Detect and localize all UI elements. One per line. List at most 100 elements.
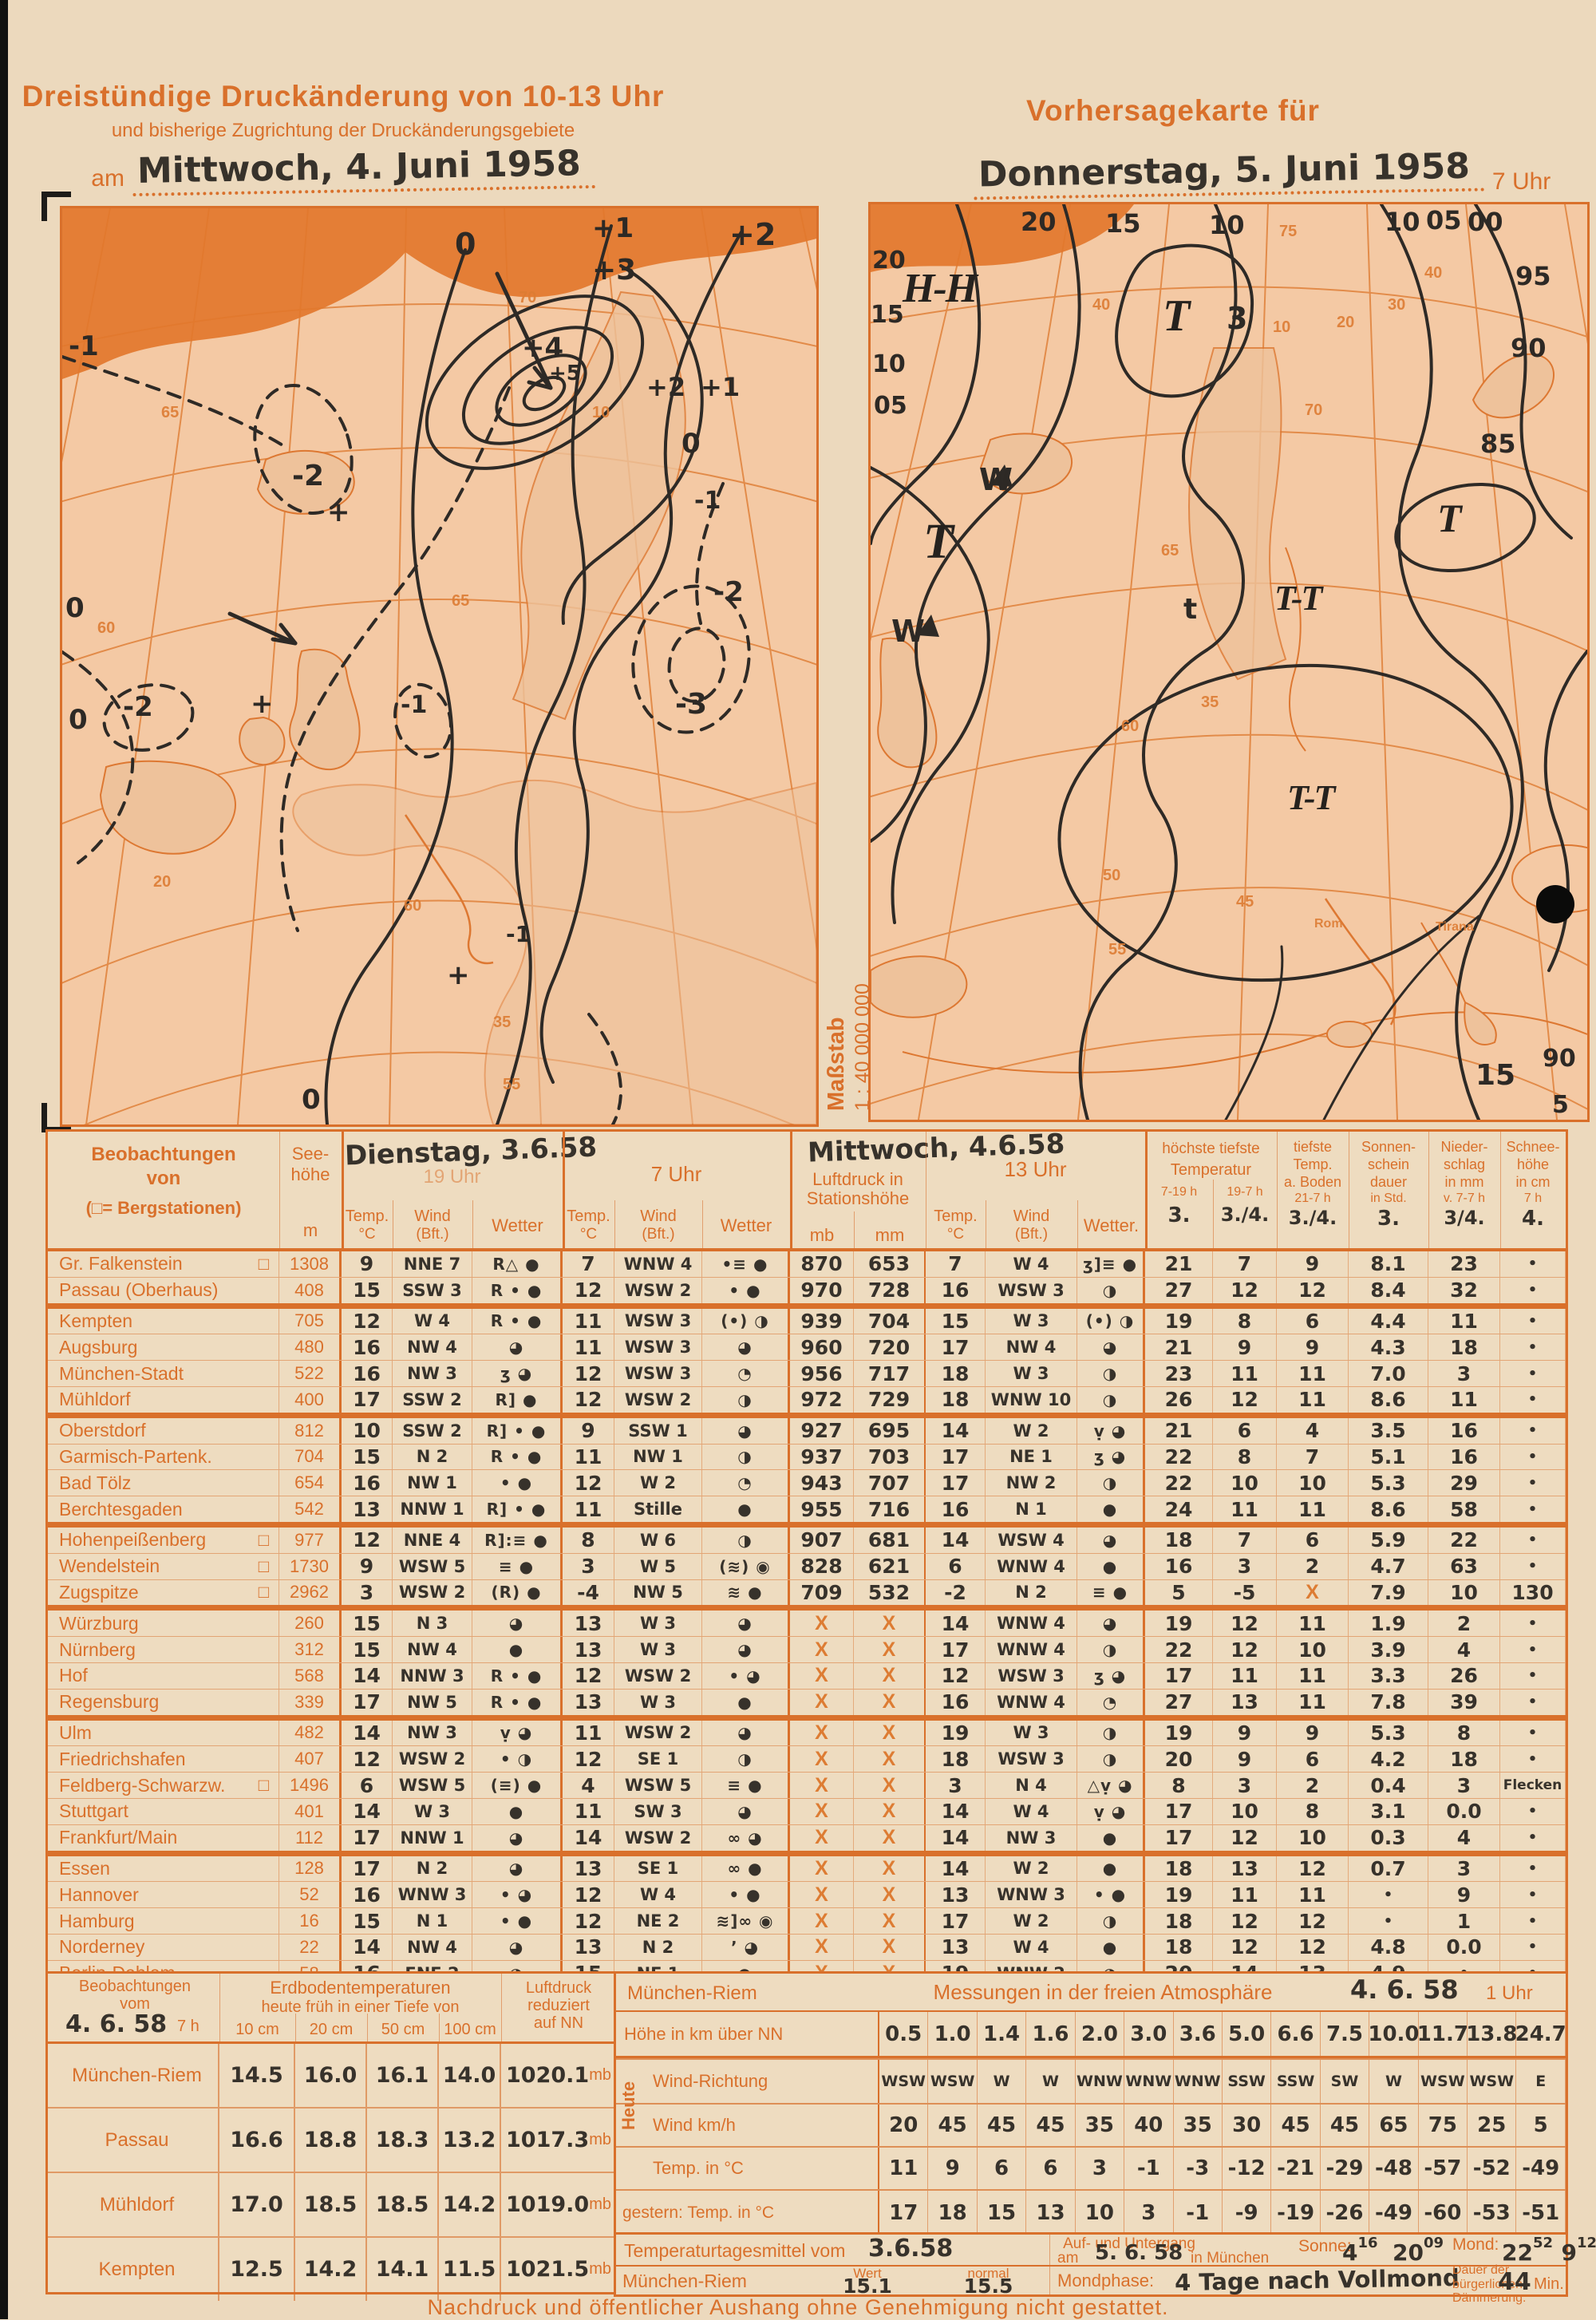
atm-value: W	[1026, 2060, 1076, 2103]
col-temp-extremes: Temperatur	[1170, 1161, 1252, 1179]
atm-value: 45	[1026, 2105, 1076, 2146]
data-cell: ◑	[1077, 1637, 1145, 1662]
data-cell: ●	[1077, 1824, 1145, 1851]
handwritten-date-left: Mittwoch, 4. Juni 1958	[132, 142, 596, 197]
data-cell: 960	[790, 1334, 854, 1361]
data-cell: NNE 4	[393, 1527, 472, 1553]
data-cell: -5	[1213, 1579, 1277, 1606]
data-cell: ṿ ◕	[1077, 1798, 1145, 1824]
station-label: Stuttgart	[59, 1800, 128, 1822]
station-name: Stuttgart	[48, 1798, 279, 1824]
data-cell: 27	[1145, 1689, 1213, 1715]
data-cell: 653	[854, 1251, 926, 1277]
data-cell: •	[1500, 1496, 1566, 1522]
data-cell: 4	[563, 1773, 614, 1798]
data-cell: •	[1500, 1637, 1566, 1662]
station-name: Hannover	[48, 1882, 279, 1908]
data-cell: 8.6	[1349, 1496, 1428, 1522]
station-name: Wendelstein □	[48, 1553, 279, 1579]
soil-pressure: 1019.0 mb	[501, 2173, 616, 2236]
soil-temp: 14.1	[367, 2238, 439, 2301]
data-cell: •	[1500, 1934, 1566, 1960]
atm-value: 45	[1271, 2105, 1321, 2146]
data-cell: WSW 5	[614, 1773, 702, 1798]
seehoehe-value: 482	[279, 1720, 342, 1746]
handwritten-date-right: Donnerstag, 5. Juni 1958	[973, 145, 1485, 200]
data-cell: 7	[926, 1251, 986, 1277]
data-cell: 0.0	[1428, 1798, 1500, 1824]
data-cell: 695	[854, 1417, 926, 1444]
observations-table-header: Beobachtungen von (□= Bergstationen) See…	[48, 1128, 1566, 1251]
data-cell: 4.8	[1349, 1934, 1428, 1960]
atm-value: -53	[1468, 2191, 1517, 2235]
map-label: 0	[681, 428, 701, 460]
soil-row: München-Riem 14.5 16.0 16.1 14.0 1020.1 mb	[48, 2044, 616, 2107]
data-cell: 12	[1213, 1386, 1277, 1413]
data-cell: •	[1500, 1553, 1566, 1579]
seehoehe-value: 339	[279, 1689, 342, 1715]
seehoehe-value: 812	[279, 1417, 342, 1444]
data-cell: X	[854, 1689, 926, 1715]
data-cell: X	[790, 1662, 854, 1689]
data-cell: 12	[1213, 1611, 1277, 1637]
station-label: Hohenpeißenberg	[59, 1529, 207, 1551]
data-cell: 17	[342, 1689, 393, 1715]
station-name: Ulm	[48, 1720, 279, 1746]
data-cell: 58	[1428, 1496, 1500, 1522]
data-cell: 15	[342, 1611, 393, 1637]
seehoehe-value: 522	[279, 1361, 342, 1386]
data-cell: 12	[342, 1308, 393, 1334]
station-name: Frankfurt/Main	[48, 1824, 279, 1851]
depth-col: 10 cm	[235, 2021, 279, 2038]
data-cell: ◑	[1077, 1470, 1145, 1496]
atm-value: 10.0	[1368, 2012, 1420, 2056]
map-label: t	[1183, 593, 1198, 626]
data-cell: 0.3	[1349, 1824, 1428, 1851]
daemmerung-value: 44	[1498, 2268, 1531, 2296]
data-cell: △ṿ ◕	[1077, 1773, 1145, 1798]
hand-date: 3./4.	[1220, 1203, 1270, 1226]
col-sonne: in Std.	[1370, 1192, 1407, 1205]
map-label: +1	[592, 212, 634, 244]
col-mb: mb	[809, 1225, 835, 1245]
soil-temp: 14.5	[219, 2044, 295, 2107]
station-name: Nürnberg	[48, 1637, 279, 1662]
data-cell: 17	[342, 1386, 393, 1413]
data-cell: WSW 3	[986, 1746, 1077, 1773]
atm-time: 1 Uhr	[1486, 1982, 1533, 2004]
data-cell: Stille	[614, 1496, 702, 1522]
data-cell: 16	[926, 1277, 986, 1303]
map-label: +3	[592, 254, 637, 287]
col-luftdruck: Stationshöhe	[806, 1188, 910, 1208]
pressure-value: 1019.0	[506, 2192, 590, 2217]
map-label: 15	[1105, 208, 1141, 239]
data-cell: 828	[790, 1553, 854, 1579]
data-cell: ≡ ●	[472, 1553, 563, 1579]
data-cell: 11	[563, 1496, 614, 1522]
group-separator	[48, 1605, 1566, 1611]
data-cell: 11	[1277, 1662, 1349, 1689]
station-label: Essen	[59, 1857, 110, 1879]
data-cell: •	[1500, 1334, 1566, 1361]
map-label: -2	[713, 576, 744, 608]
atm-value: -52	[1468, 2148, 1517, 2189]
data-cell: W 3	[986, 1308, 1077, 1334]
soil-station: München-Riem	[48, 2044, 219, 2107]
sun-times: 416 2009	[1342, 2234, 1444, 2266]
pressure-change-map: 0 +1 +2 +3 +4 +5 +2 +1 0 -1 -2 -1 -2 -3 -2 -1 0 0 + + + -1 0 70…	[60, 206, 819, 1127]
data-cell: •	[1500, 1251, 1566, 1277]
col-wind: (Bft.)	[1014, 1226, 1049, 1243]
tagesmittel-date: 3.6.58	[868, 2235, 954, 2263]
map-label: 40	[1424, 264, 1443, 282]
data-cell: 7.9	[1349, 1579, 1428, 1606]
data-cell: NW 2	[986, 1470, 1077, 1496]
atm-row-label: gestern: Temp. in °C	[616, 2191, 879, 2235]
data-cell: 23	[1428, 1251, 1500, 1277]
data-cell: • ●	[472, 1908, 563, 1934]
atm-value: 0.5	[879, 2012, 929, 2056]
data-cell: 907	[790, 1527, 854, 1553]
soil-pressure: 1017.3 mb	[501, 2109, 616, 2172]
seehoehe-value: 260	[279, 1611, 342, 1637]
